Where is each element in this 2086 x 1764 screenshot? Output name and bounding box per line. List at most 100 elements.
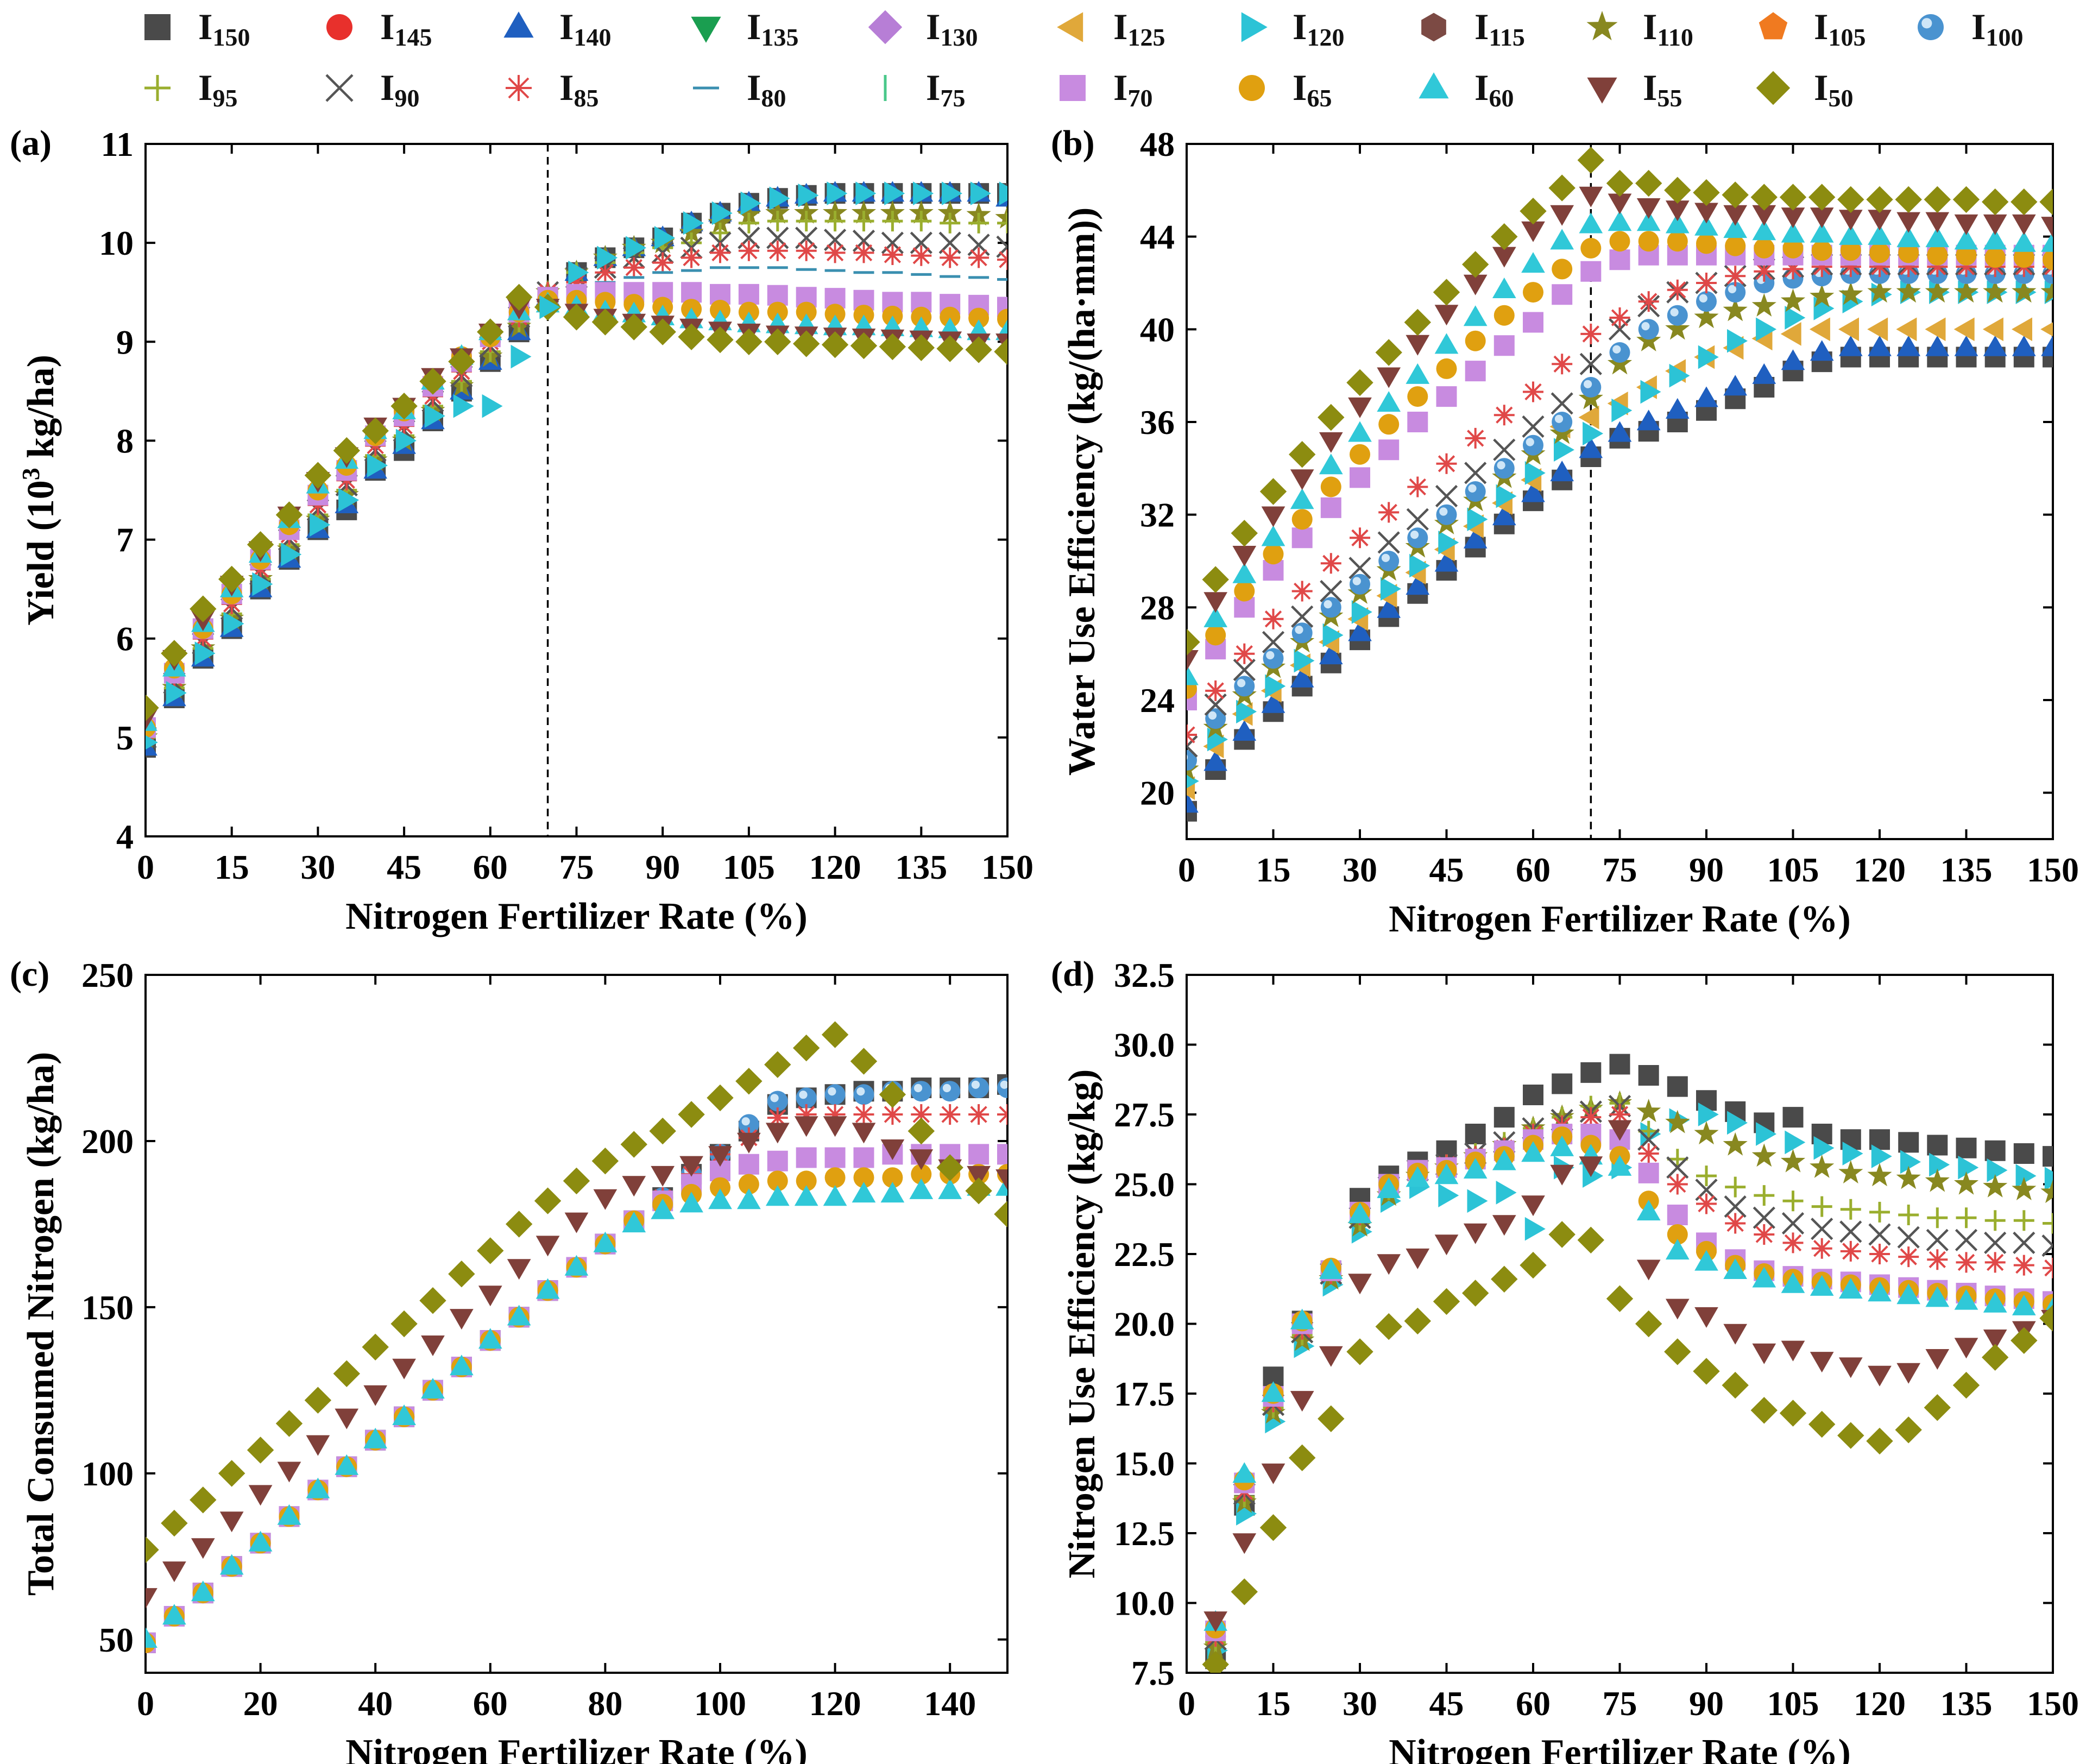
point-I90 xyxy=(1608,318,1631,341)
point-I50 xyxy=(161,1509,188,1537)
point-I140 xyxy=(1521,481,1545,502)
point-I120 xyxy=(1640,1122,1661,1146)
point-I85 xyxy=(1234,643,1255,664)
point-I50 xyxy=(477,1237,504,1264)
point-I60 xyxy=(1868,1281,1892,1302)
point-I50 xyxy=(649,318,676,345)
x-tick-label: 20 xyxy=(243,1684,278,1723)
legend-label-120: I120 xyxy=(1293,6,1344,51)
point-I120 xyxy=(1524,461,1546,485)
point-I125 xyxy=(1578,405,1599,430)
y-tick-label: 27.5 xyxy=(1114,1095,1175,1134)
point-I50 xyxy=(563,1167,590,1195)
y-tick-label: 32.5 xyxy=(1114,956,1175,994)
y-tick-label: 15.0 xyxy=(1114,1445,1175,1483)
point-I65 xyxy=(1205,625,1226,646)
point-I90 xyxy=(1839,1220,1862,1243)
panel-c: 0 20 40 60 80 100 120 140 50 100 150 200 250 (c) Nitro… xyxy=(10,954,1009,1764)
point-I60 xyxy=(277,1504,301,1525)
point-I85 xyxy=(710,242,730,263)
point-I70 xyxy=(767,285,788,306)
point-I50 xyxy=(1548,174,1575,201)
point-I90 xyxy=(1811,1218,1833,1240)
point-I55 xyxy=(1896,1363,1921,1384)
point-I60 xyxy=(1348,1202,1372,1224)
point-I125 xyxy=(1896,317,1917,342)
y-tick-label: 7.5 xyxy=(1131,1654,1175,1692)
point-I85 xyxy=(1263,608,1284,629)
point-I55 xyxy=(1983,214,2007,235)
point-I70 xyxy=(1465,361,1486,382)
point-I70 xyxy=(738,1154,759,1175)
point-I50 xyxy=(678,1101,705,1128)
point-I90 xyxy=(1187,735,1198,758)
point-I55 xyxy=(1925,1349,1950,1370)
point-I85 xyxy=(1436,453,1457,474)
point-I85 xyxy=(1956,1252,1977,1273)
point-I55 xyxy=(1636,198,1661,219)
legend-label-80: I80 xyxy=(747,67,786,112)
point-I50 xyxy=(707,326,734,354)
point-I85 xyxy=(1580,1107,1602,1128)
point-I50 xyxy=(620,1131,647,1158)
point-I85 xyxy=(1956,256,1977,278)
legend-marker-65 xyxy=(1239,75,1265,101)
point-I60 xyxy=(421,1378,445,1399)
point-I55 xyxy=(622,1176,646,1197)
y-tick-label: 5 xyxy=(116,719,134,757)
point-I50 xyxy=(1289,1444,1316,1471)
point-I70 xyxy=(1407,412,1428,432)
point-I140 xyxy=(1232,720,1257,741)
point-I100 xyxy=(824,1084,846,1105)
point-I55 xyxy=(1838,210,1863,231)
point-I70 xyxy=(1638,1162,1659,1183)
point-I50 xyxy=(649,1117,676,1145)
point-I85 xyxy=(1523,381,1543,402)
point-I120 xyxy=(1698,1102,1719,1126)
point-I50 xyxy=(1202,566,1229,593)
point-I55 xyxy=(1492,247,1516,268)
point-I50 xyxy=(1548,1221,1575,1248)
point-I95 xyxy=(710,222,730,243)
point-I60 xyxy=(1838,1278,1863,1299)
point-I65 xyxy=(1580,238,1602,259)
panel-d: 0 15 30 45 60 75 90 105 120 135 150 7.5 10.0 12.5 15.0… xyxy=(1051,954,2079,1764)
point-I55 xyxy=(1868,210,1892,231)
point-I65 xyxy=(940,306,961,327)
point-I100 xyxy=(997,1078,1007,1098)
point-I65 xyxy=(1552,259,1573,280)
legend-marker-110 xyxy=(1586,11,1618,41)
point-I85 xyxy=(824,1104,846,1125)
point-I85 xyxy=(566,272,587,293)
y-tick-label: 50 xyxy=(99,1621,134,1659)
point-I55 xyxy=(1983,1330,2007,1350)
point-I125 xyxy=(1838,317,1859,342)
point-I50 xyxy=(390,1310,418,1338)
point-I60 xyxy=(1348,421,1372,442)
point-I90 xyxy=(1781,1212,1805,1235)
point-I110 xyxy=(1607,351,1633,375)
legend-label-65: I65 xyxy=(1293,67,1332,112)
point-I85 xyxy=(1493,405,1515,426)
point-I70 xyxy=(1552,284,1573,305)
point-I50 xyxy=(1433,279,1460,306)
point-I60 xyxy=(1608,1155,1632,1176)
x-tick-label: 0 xyxy=(137,1684,154,1723)
x-tick-label: 60 xyxy=(1516,850,1551,889)
point-I140 xyxy=(1665,398,1690,419)
point-I140 xyxy=(1579,437,1603,458)
point-I140 xyxy=(1348,620,1372,641)
point-I110 xyxy=(1578,386,1603,410)
point-I150 xyxy=(1984,1140,2006,1161)
point-I90 xyxy=(1348,557,1371,579)
point-I60 xyxy=(880,1182,905,1203)
point-I100 xyxy=(1523,434,1543,456)
point-I85 xyxy=(1205,680,1226,701)
point-I85 xyxy=(1840,1240,1861,1262)
legend-label-85: I85 xyxy=(559,67,598,112)
point-I60 xyxy=(622,1212,646,1233)
point-I60 xyxy=(1232,562,1257,583)
panel-a: 0 15 30 45 60 75 90 105 120 135 1504567891011(a)Ni… xyxy=(10,123,1033,937)
point-I70 xyxy=(1378,439,1400,461)
point-I50 xyxy=(1635,169,1662,197)
